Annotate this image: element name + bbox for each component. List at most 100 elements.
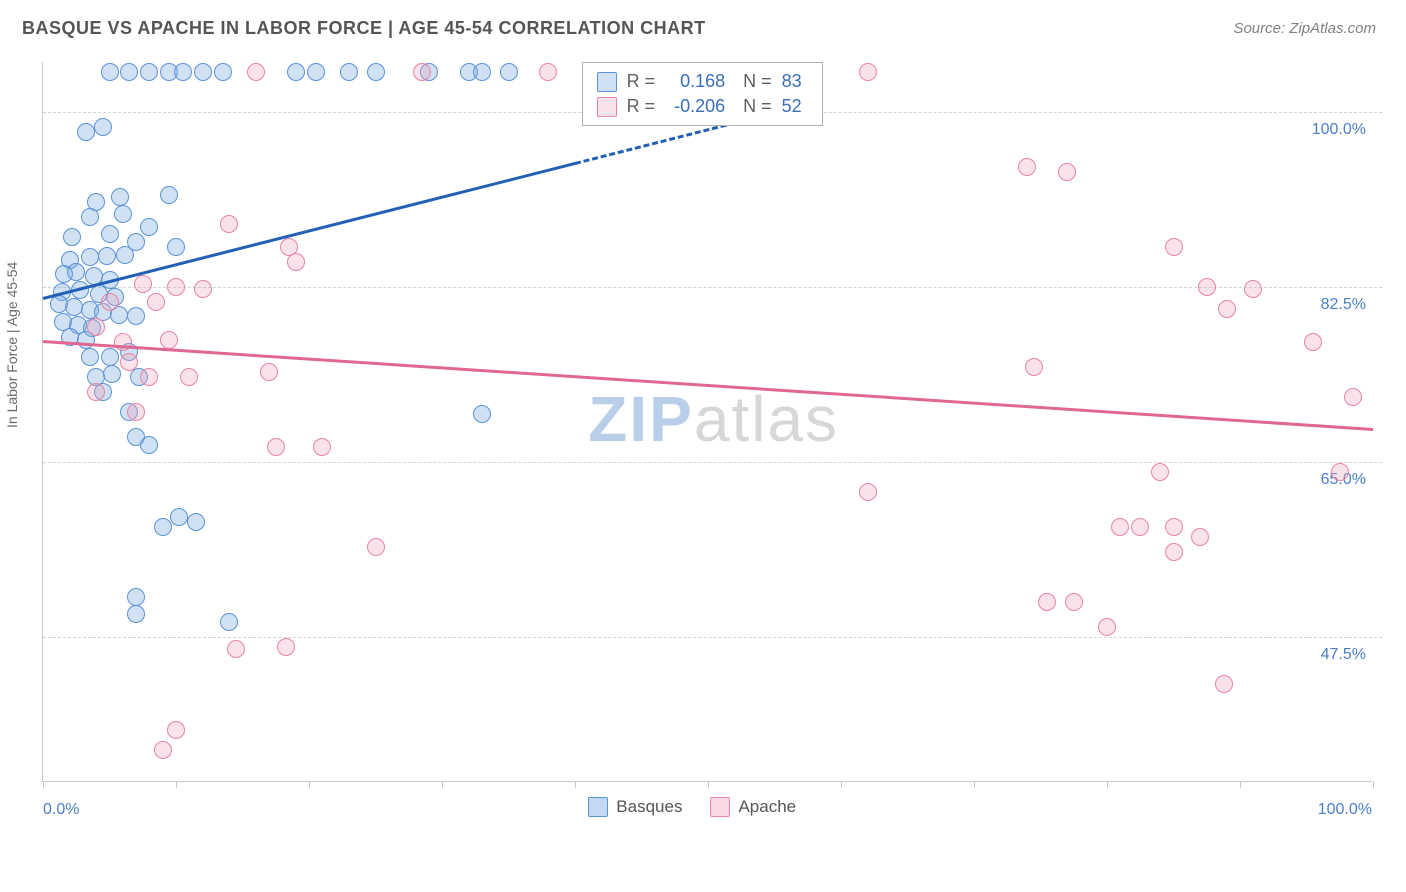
scatter-marker-apache	[120, 353, 138, 371]
scatter-marker-apache	[101, 293, 119, 311]
scatter-marker-basques	[116, 246, 134, 264]
scatter-marker-apache	[140, 368, 158, 386]
scatter-marker-apache	[194, 280, 212, 298]
scatter-marker-basques	[214, 63, 232, 81]
stat-value-r: -0.206	[665, 96, 725, 117]
scatter-marker-basques	[120, 63, 138, 81]
scatter-marker-apache	[167, 278, 185, 296]
scatter-marker-apache	[1165, 543, 1183, 561]
scatter-marker-basques	[473, 63, 491, 81]
scatter-marker-basques	[473, 405, 491, 423]
gridline	[43, 287, 1382, 288]
scatter-marker-apache	[260, 363, 278, 381]
scatter-marker-basques	[187, 513, 205, 531]
scatter-marker-apache	[1025, 358, 1043, 376]
scatter-marker-basques	[170, 508, 188, 526]
stat-swatch	[597, 72, 617, 92]
chart-wrapper: In Labor Force | Age 45-54 ZIPatlas 47.5…	[22, 50, 1382, 840]
scatter-marker-basques	[101, 348, 119, 366]
scatter-marker-basques	[101, 63, 119, 81]
scatter-marker-apache	[1151, 463, 1169, 481]
scatter-marker-basques	[367, 63, 385, 81]
legend-swatch	[710, 797, 730, 817]
scatter-marker-apache	[1331, 463, 1349, 481]
scatter-marker-basques	[127, 588, 145, 606]
scatter-marker-apache	[267, 438, 285, 456]
scatter-marker-basques	[114, 205, 132, 223]
y-tick-label: 47.5%	[1286, 646, 1366, 664]
watermark-zip: ZIP	[588, 383, 694, 455]
scatter-marker-basques	[307, 63, 325, 81]
x-axis-right-label: 100.0%	[1318, 801, 1372, 819]
chart-source: Source: ZipAtlas.com	[1233, 20, 1376, 37]
scatter-marker-apache	[1131, 518, 1149, 536]
scatter-marker-basques	[81, 208, 99, 226]
scatter-marker-apache	[87, 383, 105, 401]
scatter-marker-apache	[413, 63, 431, 81]
x-tick-mark	[841, 781, 842, 788]
correlation-stat-box: R =0.168N =83R = -0.206 N = 52	[582, 62, 823, 126]
x-tick-mark	[575, 781, 576, 788]
x-tick-mark	[176, 781, 177, 788]
scatter-marker-apache	[1215, 675, 1233, 693]
plot-area: ZIPatlas 47.5%65.0%82.5%100.0%0.0%100.0%…	[42, 62, 1372, 782]
y-tick-label: 65.0%	[1286, 471, 1366, 489]
scatter-marker-basques	[77, 123, 95, 141]
scatter-marker-apache	[1065, 593, 1083, 611]
stat-row-basques: R =0.168N =83	[597, 69, 808, 94]
scatter-marker-apache	[313, 438, 331, 456]
x-tick-mark	[1240, 781, 1241, 788]
scatter-marker-apache	[220, 215, 238, 233]
scatter-marker-apache	[1165, 518, 1183, 536]
scatter-marker-apache	[1165, 238, 1183, 256]
scatter-marker-apache	[1038, 593, 1056, 611]
scatter-marker-basques	[98, 247, 116, 265]
x-tick-mark	[708, 781, 709, 788]
stat-label-n: N =	[743, 96, 772, 117]
scatter-marker-basques	[500, 63, 518, 81]
scatter-marker-basques	[154, 518, 172, 536]
scatter-marker-basques	[287, 63, 305, 81]
scatter-marker-apache	[1058, 163, 1076, 181]
scatter-marker-basques	[63, 228, 81, 246]
scatter-marker-basques	[194, 63, 212, 81]
scatter-marker-apache	[147, 293, 165, 311]
scatter-marker-apache	[1111, 518, 1129, 536]
scatter-marker-apache	[1198, 278, 1216, 296]
scatter-marker-basques	[140, 218, 158, 236]
scatter-marker-basques	[340, 63, 358, 81]
y-tick-label: 82.5%	[1286, 296, 1366, 314]
stat-label-r: R =	[627, 96, 656, 117]
x-axis-left-label: 0.0%	[43, 801, 79, 819]
scatter-marker-apache	[367, 538, 385, 556]
scatter-marker-apache	[167, 721, 185, 739]
gridline	[43, 637, 1382, 638]
x-tick-mark	[43, 781, 44, 788]
scatter-marker-apache	[1191, 528, 1209, 546]
stat-value-n: 83	[782, 71, 808, 92]
legend-item-apache: Apache	[710, 797, 796, 817]
stat-row-apache: R = -0.206 N = 52	[597, 94, 808, 119]
scatter-marker-basques	[101, 225, 119, 243]
legend-label: Basques	[616, 797, 682, 817]
scatter-marker-basques	[160, 186, 178, 204]
y-tick-label: 100.0%	[1286, 121, 1366, 139]
scatter-marker-apache	[1218, 300, 1236, 318]
scatter-marker-apache	[1344, 388, 1362, 406]
trend-line-apache	[43, 340, 1373, 431]
scatter-marker-apache	[1018, 158, 1036, 176]
scatter-marker-basques	[81, 348, 99, 366]
bottom-legend: Basques Apache	[588, 797, 796, 817]
scatter-marker-apache	[154, 741, 172, 759]
scatter-marker-basques	[220, 613, 238, 631]
x-tick-mark	[442, 781, 443, 788]
stat-value-n: 52	[782, 96, 808, 117]
scatter-marker-basques	[174, 63, 192, 81]
scatter-marker-basques	[167, 238, 185, 256]
x-tick-mark	[1373, 781, 1374, 788]
scatter-marker-apache	[280, 238, 298, 256]
scatter-marker-apache	[160, 331, 178, 349]
scatter-marker-basques	[127, 307, 145, 325]
scatter-marker-apache	[859, 63, 877, 81]
scatter-marker-basques	[103, 365, 121, 383]
